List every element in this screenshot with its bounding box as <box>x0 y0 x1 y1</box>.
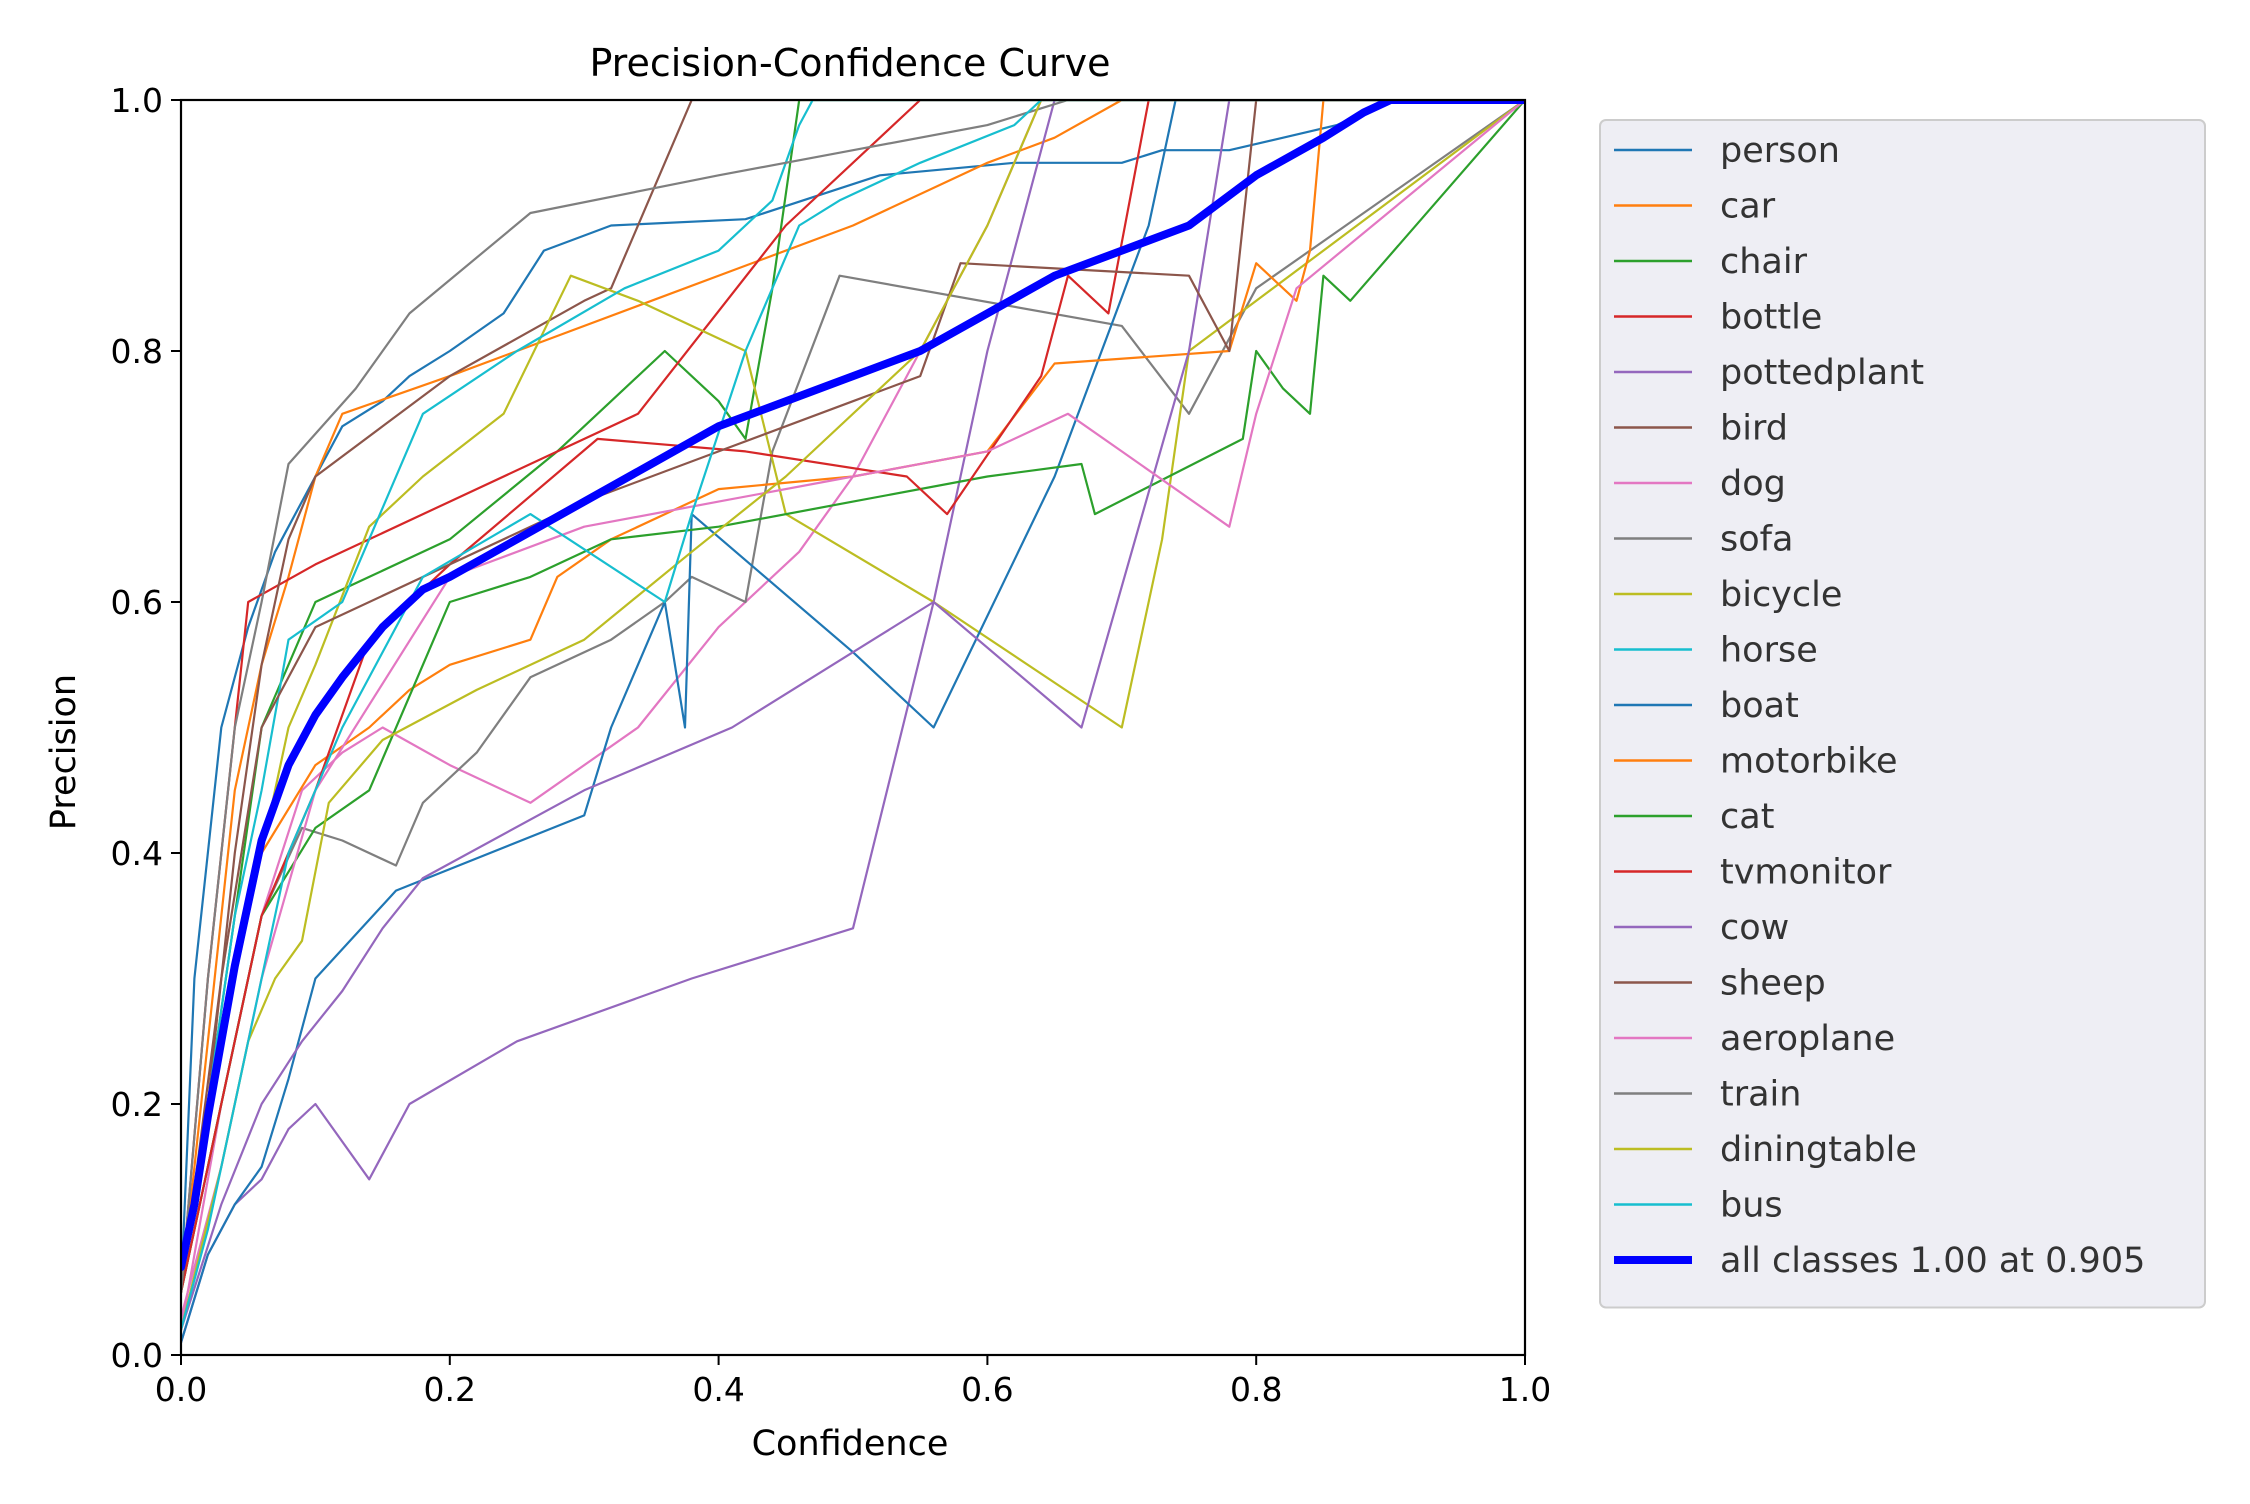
series-lines <box>181 100 1525 1344</box>
legend-entry: dog <box>1720 464 1786 504</box>
series-line-bus <box>181 100 1525 1332</box>
legend-entry: cat <box>1720 797 1774 837</box>
series-line-pottedplant <box>181 100 1525 1344</box>
y-tick-label: 0.6 <box>111 583 163 622</box>
y-tick-label: 0.4 <box>111 834 163 873</box>
legend-entry: bus <box>1720 1186 1783 1226</box>
x-tick-label: 0.2 <box>424 1370 476 1409</box>
series-line-boat <box>181 100 1525 1344</box>
y-axis-label: Precision <box>44 674 84 830</box>
legend-entry: bird <box>1720 409 1788 449</box>
axes-frame <box>179 98 1527 1357</box>
legend-entry: person <box>1720 131 1840 171</box>
legend-entry: pottedplant <box>1720 353 1924 393</box>
series-line-aeroplane <box>181 100 1525 1319</box>
x-axis-label: Confidence <box>752 1424 949 1464</box>
legend-entry: motorbike <box>1720 742 1898 782</box>
legend-entry: train <box>1720 1075 1801 1115</box>
legend-box <box>1599 119 2206 1309</box>
legend-entry: bicycle <box>1720 575 1842 615</box>
y-tick-label: 0.8 <box>111 332 163 371</box>
legend-entry: diningtable <box>1720 1130 1917 1170</box>
legend-entry: sofa <box>1720 520 1793 560</box>
legend: person car chair bottle pottedplant bird dog so… <box>1599 119 2206 1309</box>
series-line-person <box>181 100 1525 1294</box>
series-line-horse <box>181 100 1525 1294</box>
legend-entry: tvmonitor <box>1720 853 1892 893</box>
legend-entry: car <box>1720 187 1776 227</box>
legend-entry: chair <box>1720 242 1808 282</box>
series-line-train <box>181 100 1525 1294</box>
series-line-tvmonitor <box>181 100 1525 1294</box>
legend-entry: boat <box>1720 686 1799 726</box>
x-tick-label: 0.0 <box>155 1370 207 1409</box>
legend-entry: aeroplane <box>1720 1019 1895 1059</box>
series-line-motorbike <box>181 100 1525 1294</box>
y-tick-label: 0.2 <box>111 1085 163 1124</box>
series-line-sofa <box>181 100 1525 1294</box>
chart-title: Precision-Confidence Curve <box>589 41 1110 85</box>
x-tick-label: 0.8 <box>1230 1370 1282 1409</box>
series-line-sheep <box>181 100 1525 1294</box>
legend-entry: horse <box>1720 631 1818 671</box>
legend-entry: sheep <box>1720 964 1826 1004</box>
plot-area <box>179 98 1527 1357</box>
legend-entry: cow <box>1720 908 1789 948</box>
legend-entry: all classes 1.00 at 0.905 <box>1720 1241 2145 1281</box>
series-line-diningtable <box>181 100 1525 1332</box>
y-tick-label: 0.0 <box>111 1336 163 1375</box>
axis-ticks: 0.0 0.2 0.4 0.6 0.8 1.0 0.0 0.2 0.4 0.6 0.8 1.0 <box>111 81 1552 1409</box>
series-line-bird <box>181 100 1525 1294</box>
y-tick-label: 1.0 <box>111 81 163 120</box>
series-line-chair <box>181 100 1525 1294</box>
series-line-cow <box>181 100 1525 1332</box>
x-tick-label: 0.6 <box>961 1370 1013 1409</box>
series-line-all-classes <box>181 100 1525 1272</box>
legend-entry: bottle <box>1720 298 1822 338</box>
x-tick-label: 1.0 <box>1499 1370 1551 1409</box>
x-tick-label: 0.4 <box>692 1370 744 1409</box>
